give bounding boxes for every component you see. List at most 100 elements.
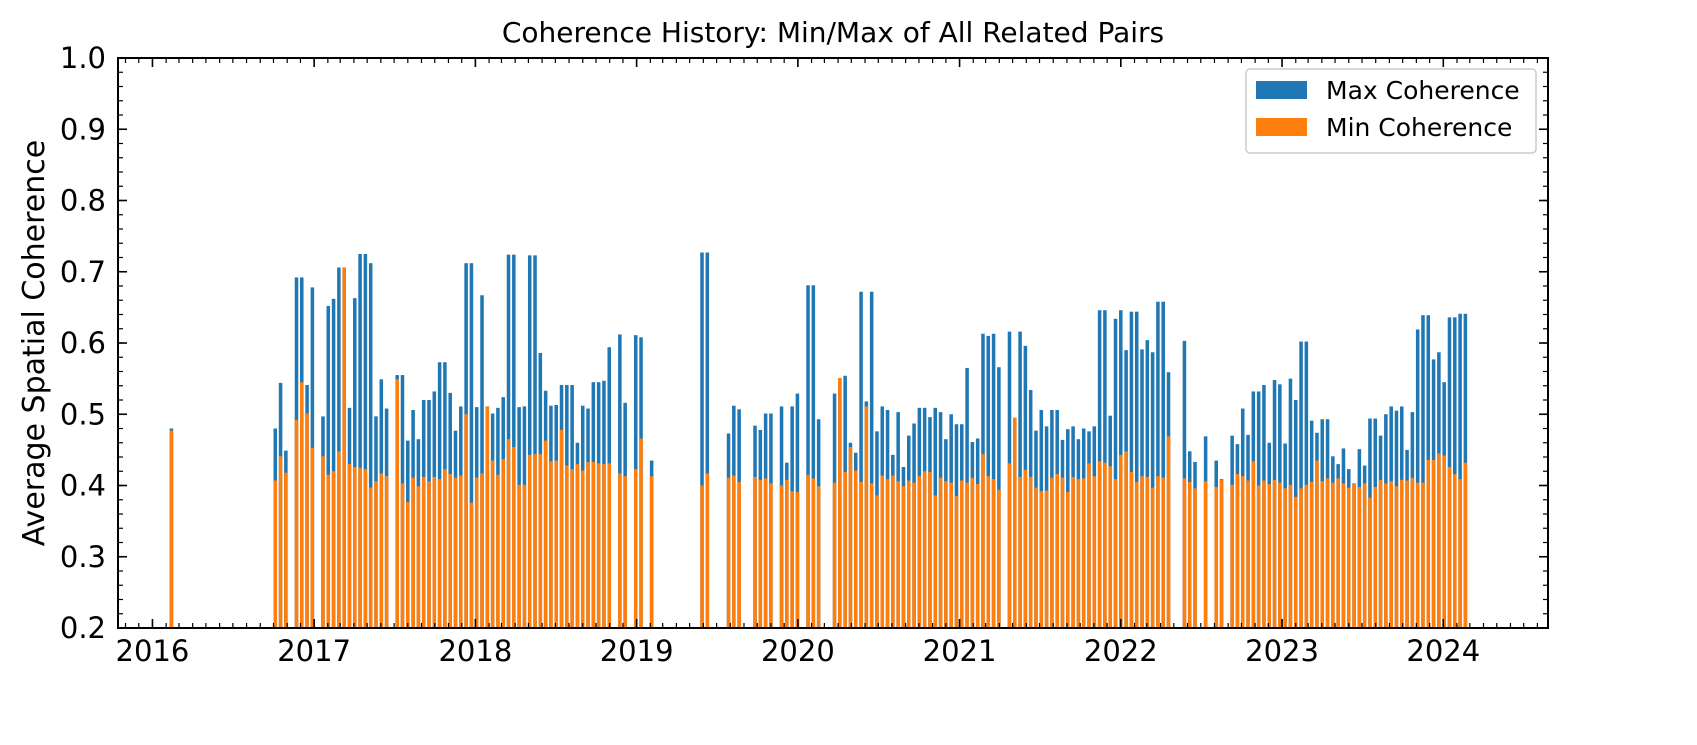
- bar-min-coherence: [474, 477, 479, 628]
- bar-min-coherence: [1193, 488, 1197, 628]
- bar-min-coherence: [543, 440, 548, 628]
- bar-min-coherence: [891, 475, 895, 628]
- bar-max-coherence: [331, 298, 336, 628]
- x-tick-label: 2021: [923, 634, 997, 668]
- bar-min-coherence: [1150, 487, 1155, 628]
- bar-min-coherence: [284, 472, 288, 628]
- bar-min-coherence: [342, 267, 346, 628]
- bar-min-coherence: [954, 496, 959, 628]
- bar-min-coherence: [912, 482, 916, 628]
- bar-max-coherence: [527, 255, 532, 629]
- bar-min-coherence: [1039, 491, 1044, 628]
- bar-min-coherence: [384, 476, 389, 628]
- bar-min-coherence: [1166, 436, 1171, 628]
- y-tick-label: 0.9: [60, 112, 106, 146]
- bar-min-coherence: [907, 480, 911, 628]
- bar-min-coherence: [273, 480, 278, 628]
- bar-min-coherence: [1437, 453, 1441, 628]
- bar-max-coherence: [533, 255, 537, 629]
- bar-min-coherence: [1124, 451, 1128, 628]
- y-tick-label: 0.5: [60, 397, 106, 431]
- bar-min-coherence: [580, 470, 585, 628]
- bar-min-coherence: [395, 379, 399, 628]
- bar-min-coherence: [1415, 482, 1420, 628]
- bar-min-coherence: [1087, 463, 1091, 628]
- bar-min-coherence: [1384, 483, 1388, 628]
- bar-min-coherence: [639, 438, 643, 628]
- bar-max-coherence: [1453, 317, 1457, 628]
- y-tick-label: 0.4: [60, 469, 106, 503]
- bar-min-coherence: [421, 476, 426, 628]
- bar-min-coherence: [853, 470, 858, 628]
- bar-min-coherence: [310, 447, 315, 628]
- bar-min-coherence: [700, 485, 704, 628]
- bar-min-coherence: [1145, 476, 1150, 628]
- bar-max-coherence: [512, 254, 516, 628]
- bar-min-coherence: [1262, 480, 1266, 628]
- bar-max-coherence: [1421, 315, 1425, 628]
- bar-min-coherence: [533, 454, 537, 628]
- bar-min-coherence: [1018, 476, 1022, 628]
- bar-min-coherence: [753, 476, 757, 628]
- bar-min-coherence: [790, 491, 794, 628]
- bar-min-coherence: [633, 469, 638, 628]
- bar-min-coherence: [294, 419, 299, 628]
- bar-min-coherence: [480, 473, 484, 628]
- y-tick-label: 0.7: [60, 255, 106, 289]
- bar-min-coherence: [1050, 477, 1054, 628]
- bar-max-coherence: [806, 285, 810, 628]
- bar-min-coherence: [1256, 485, 1261, 628]
- bar-min-coherence: [1156, 476, 1160, 628]
- bar-max-coherence: [1156, 301, 1160, 628]
- bar-min-coherence: [527, 454, 532, 628]
- x-tick-label: 2020: [761, 634, 835, 668]
- bar-min-coherence: [347, 464, 352, 629]
- bar-min-coherence: [785, 479, 789, 628]
- bar-min-coherence: [1463, 462, 1468, 628]
- bar-min-coherence: [843, 471, 847, 628]
- bar-min-coherence: [885, 479, 890, 628]
- bar-min-coherence: [326, 474, 331, 628]
- bar-min-coherence: [1378, 479, 1383, 628]
- x-tick-label: 2016: [116, 634, 190, 668]
- bar-min-coherence: [1235, 474, 1240, 628]
- bar-max-coherence: [811, 285, 816, 628]
- bar-min-coherence: [1076, 479, 1081, 628]
- bar-min-coherence: [769, 483, 773, 628]
- bar-min-coherence: [1092, 476, 1097, 628]
- bar-max-coherence: [869, 291, 874, 628]
- bar-min-coherence: [875, 495, 879, 628]
- bar-min-coherence: [337, 451, 341, 628]
- bar-min-coherence: [811, 478, 816, 629]
- bar-min-coherence: [1278, 482, 1282, 628]
- bar-min-coherence: [1103, 462, 1107, 628]
- legend-swatch-max-coherence: [1256, 81, 1307, 99]
- bar-min-coherence: [1431, 459, 1436, 628]
- bar-min-coherence: [816, 486, 821, 628]
- bar-min-coherence: [1299, 488, 1303, 628]
- legend: Max Coherence Min Coherence: [1245, 68, 1537, 154]
- bar-min-coherence: [443, 469, 447, 628]
- y-tick-label: 0.3: [60, 540, 106, 574]
- x-tick-label: 2023: [1245, 634, 1319, 668]
- bar-min-coherence: [1119, 454, 1123, 628]
- bar-min-coherence: [1028, 476, 1033, 628]
- bar-min-coherence: [300, 382, 304, 628]
- bar-max-coherence: [1113, 318, 1118, 628]
- bar-max-coherence: [337, 267, 341, 628]
- bar-max-coherence: [353, 298, 357, 628]
- bar-min-coherence: [506, 439, 511, 628]
- bar-min-coherence: [1283, 488, 1287, 628]
- bar-min-coherence: [795, 491, 800, 628]
- bar-min-coherence: [1097, 461, 1102, 628]
- x-tick-label: 2017: [277, 634, 351, 668]
- bar-max-coherence: [363, 253, 368, 628]
- bar-max-coherence: [859, 291, 863, 628]
- plot-frame: [117, 57, 1549, 629]
- bar-min-coherence: [848, 447, 853, 628]
- bar-min-coherence: [490, 460, 495, 628]
- bar-min-coherence: [705, 473, 710, 628]
- bar-min-coherence: [1055, 474, 1059, 628]
